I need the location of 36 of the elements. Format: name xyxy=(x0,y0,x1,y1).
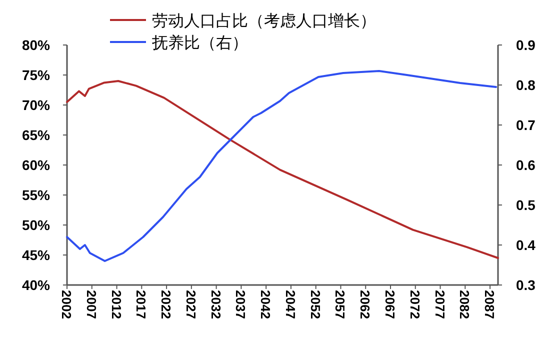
x-tick-label: 2067 xyxy=(382,290,398,319)
y2-tick-label: 0.4 xyxy=(516,237,536,253)
x-tick-label: 2042 xyxy=(258,290,274,319)
x-tick-label: 2037 xyxy=(233,290,248,319)
x-tick-label: 2052 xyxy=(308,290,323,319)
x-tick-label: 2072 xyxy=(407,290,422,319)
y-tick-label: 55% xyxy=(22,187,51,203)
x-tick-label: 2022 xyxy=(158,290,174,319)
y-tick-label: 60% xyxy=(22,157,51,173)
x-tick-label: 2062 xyxy=(358,290,373,319)
x-tick-label: 2087 xyxy=(482,290,498,319)
x-tick-label: 2017 xyxy=(134,290,149,319)
y-tick-label: 70% xyxy=(22,97,51,113)
x-tick-label: 2082 xyxy=(457,290,472,319)
y-tick-label: 65% xyxy=(22,127,51,143)
x-tick-label: 2077 xyxy=(432,290,448,319)
y-tick-label: 40% xyxy=(22,277,51,293)
x-tick-label: 2047 xyxy=(282,290,298,319)
y2-tick-label: 0.8 xyxy=(516,77,536,93)
y-tick-label: 75% xyxy=(22,67,51,83)
x-tick-label: 2002 xyxy=(59,290,74,319)
y2-tick-label: 0.9 xyxy=(516,37,536,53)
legend-label: 抚养比（右） xyxy=(151,34,248,52)
y-tick-label: 50% xyxy=(22,217,51,233)
x-tick-label: 2007 xyxy=(84,290,99,319)
x-tick-label: 2027 xyxy=(183,290,198,319)
x-tick-label: 2012 xyxy=(108,290,124,319)
legend-label: 劳动人口占比（考虑人口增长） xyxy=(152,12,376,30)
y2-tick-label: 0.7 xyxy=(516,117,536,133)
y2-tick-label: 0.3 xyxy=(516,277,536,293)
x-tick-label: 2057 xyxy=(332,290,348,319)
y2-tick-label: 0.6 xyxy=(516,157,536,173)
x-tick-label: 2032 xyxy=(208,290,224,319)
y2-tick-label: 0.5 xyxy=(516,197,536,213)
y-tick-label: 80% xyxy=(22,37,51,53)
y-tick-label: 45% xyxy=(22,247,51,263)
